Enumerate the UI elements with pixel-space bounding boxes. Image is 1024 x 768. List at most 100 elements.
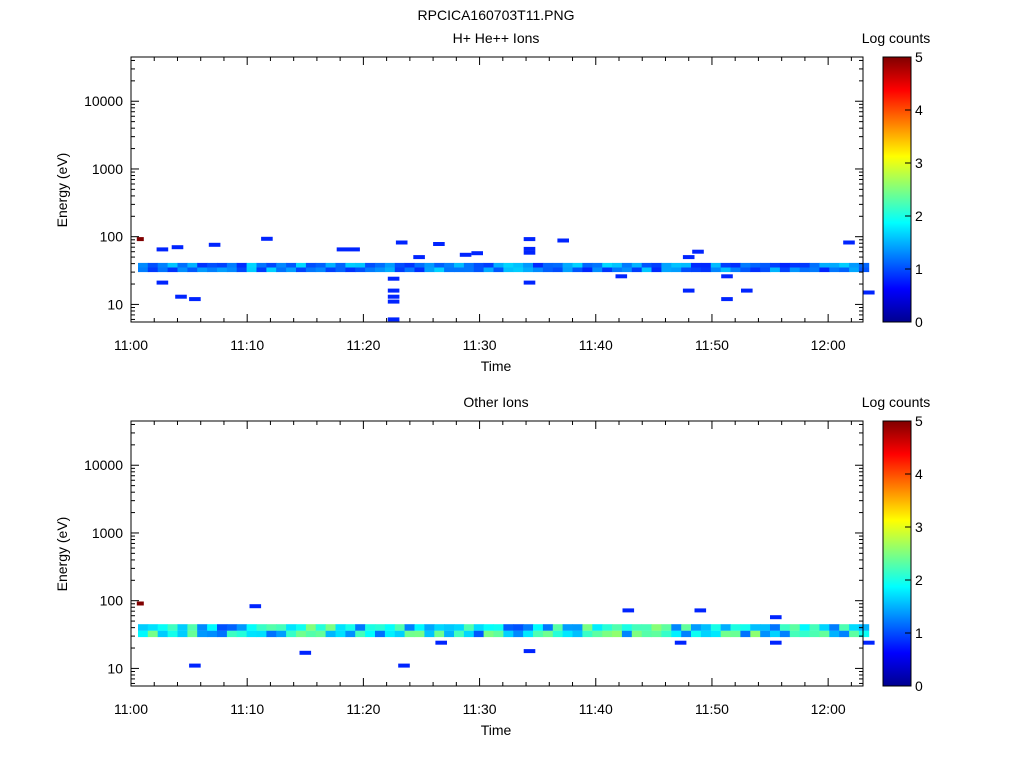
y-tick-label: 100 [100,593,124,609]
band-cell [523,267,534,273]
band-cell [661,624,672,631]
data-cell [682,288,695,293]
band-cell [414,624,425,631]
band-cell [454,630,465,638]
band-cell [187,262,198,268]
band-cell [651,267,662,273]
band-cell [424,267,435,273]
band-cell [375,262,386,268]
data-cell [523,649,536,654]
colorbar-tick-label: 4 [915,102,923,118]
band-cell [503,630,514,638]
band-cell [760,624,771,631]
data-cell [156,247,169,252]
x-tick-label: 11:10 [230,337,264,353]
band-cell [147,630,159,638]
band-cell [552,262,564,268]
x-tick-label: 12:00 [811,337,846,353]
band-cell [187,630,198,638]
data-cell [175,294,187,299]
y-tick-label: 10000 [84,93,123,109]
band-cell [750,262,761,268]
band-cell [533,262,544,268]
band-cell [602,624,613,631]
band-cell [542,267,554,273]
band-cell [246,624,257,631]
band-cell [286,630,297,638]
colorbar-tick-label: 0 [915,314,923,330]
band-cell [167,630,178,638]
band-cell [345,624,356,631]
band-cell [355,630,366,638]
colorbar-gradient [882,420,912,687]
band-cell [177,262,188,268]
band-cell [789,262,801,268]
band-cell [572,262,583,268]
band-cell [365,624,376,631]
band-cell [454,262,465,268]
data-cell [471,251,483,256]
data-cell [398,663,410,668]
band-cell [226,262,238,268]
band-cell [345,267,356,273]
band-cell [296,630,307,638]
y-tick-label: 10000 [84,457,123,473]
band-cell [562,262,573,268]
band-cell [799,262,810,268]
band-cell [276,630,287,638]
plot-area [136,601,875,668]
band-cell [681,262,692,268]
band-cell [720,262,731,268]
band-cell [760,267,771,273]
band-cell [612,267,623,273]
band-cell [217,624,228,631]
band-cell [434,267,445,273]
band-cell [513,267,524,273]
data-cell [395,240,408,245]
y-axis-label: Energy (eV) [54,517,70,592]
band-cell [246,630,257,638]
band-cell [523,262,534,268]
band-cell [375,267,386,273]
band-cell [404,624,415,631]
colorbar: Log counts 0 1 2 3 4 5 [862,394,931,694]
band-cell [325,624,336,631]
band-cell [315,630,326,638]
band-cell [819,267,830,273]
band-cell [730,624,741,631]
band-cell [779,624,791,631]
band-cell [157,624,168,631]
band-cell [365,267,376,273]
data-cell [523,280,536,285]
band-cell [167,262,178,268]
band-cell [562,267,573,273]
band-cell [187,267,198,273]
band-cell [177,624,188,631]
x-tick-label: 11:00 [114,701,148,717]
band-cell [424,262,435,268]
band-cell [414,262,425,268]
band-cell [562,624,573,631]
band-cell [858,262,870,268]
x-tick-label: 11:30 [463,701,497,717]
band-cell [276,624,287,631]
band-cell [858,624,870,631]
data-cell [523,246,536,251]
band-cell [858,267,870,273]
band-cell [355,267,366,273]
data-cell [863,640,875,645]
band-cell [700,624,712,631]
band-cell [276,262,287,268]
band-cell [256,262,267,268]
band-cell [217,267,228,273]
band-cell [434,630,445,638]
x-tick-label: 11:20 [346,337,380,353]
data-cell [136,237,144,242]
data-cell [682,255,695,260]
band-cell [691,630,702,638]
band-cell [256,624,267,631]
x-tick-label: 11:20 [346,701,380,717]
band-cell [276,267,287,273]
data-cell [387,288,400,293]
band-cell [730,630,741,638]
